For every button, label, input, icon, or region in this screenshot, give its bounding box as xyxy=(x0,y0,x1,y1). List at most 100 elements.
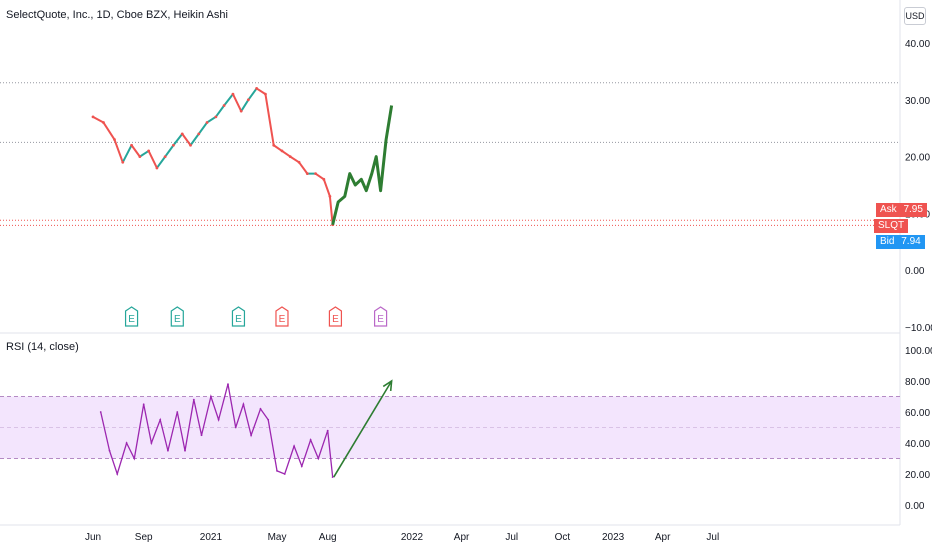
rsi-tick-label: 0.00 xyxy=(905,501,925,512)
rsi-point xyxy=(150,442,153,444)
rsi-point xyxy=(300,465,303,468)
symbol-label: SLQT xyxy=(878,220,905,231)
rsi-point xyxy=(259,408,262,410)
price-segment xyxy=(130,144,141,158)
rsi-point xyxy=(133,457,136,460)
price-point xyxy=(297,160,301,164)
rsi-point xyxy=(283,473,286,475)
rsi-point xyxy=(210,395,212,398)
currency-button[interactable]: USD xyxy=(904,7,926,25)
price-point xyxy=(255,87,259,90)
rsi-tick-label: 60.00 xyxy=(905,408,930,419)
price-segment xyxy=(189,132,200,147)
rsi-point xyxy=(234,426,237,429)
rsi-point xyxy=(167,449,169,452)
time-tick-label: 2023 xyxy=(602,532,625,543)
price-segment xyxy=(223,93,234,107)
earnings-marker xyxy=(328,306,343,327)
price-point xyxy=(239,109,243,113)
rsi-point xyxy=(250,434,253,437)
price-point xyxy=(222,104,226,107)
rsi-point xyxy=(192,398,195,401)
earnings-marker xyxy=(373,306,388,327)
price-point xyxy=(272,143,276,147)
price-point xyxy=(130,143,133,147)
price-segment xyxy=(231,93,243,113)
rsi-point xyxy=(99,411,102,413)
price-point xyxy=(205,121,209,124)
rsi-tick-label: 20.00 xyxy=(905,470,930,481)
rsi-point xyxy=(108,449,111,452)
ask-label: Ask xyxy=(880,204,897,215)
rsi-tick-label: 40.00 xyxy=(905,439,930,450)
rsi-point xyxy=(176,411,179,413)
price-tick-label: 30.00 xyxy=(905,96,930,107)
price-segment xyxy=(206,115,217,124)
rsi-point xyxy=(317,457,320,460)
rsi-point xyxy=(242,403,245,406)
price-segment xyxy=(164,144,175,158)
price-point xyxy=(214,115,218,119)
price-point xyxy=(189,143,192,147)
earnings-marker xyxy=(124,306,139,327)
price-segment xyxy=(121,144,133,164)
rsi-tick-label: 100.00 xyxy=(905,346,932,357)
price-segment xyxy=(298,161,309,175)
earnings-label: E xyxy=(128,314,135,325)
rsi-forecast-arrow xyxy=(333,380,393,478)
price-segment xyxy=(322,178,331,198)
earnings-label: E xyxy=(174,314,181,325)
price-segment xyxy=(247,87,258,101)
forecast-path xyxy=(331,105,394,226)
rsi-point xyxy=(227,383,229,385)
time-tick-label: Apr xyxy=(655,532,671,543)
price-segment xyxy=(264,93,275,147)
price-tick-label: 20.00 xyxy=(905,153,930,164)
price-point xyxy=(197,132,201,136)
price-segment xyxy=(289,155,301,164)
earnings-marker xyxy=(231,306,246,327)
time-tick-label: 2022 xyxy=(401,532,424,543)
time-tick-label: Jul xyxy=(706,532,719,543)
rsi-tick-label: 80.00 xyxy=(905,377,930,388)
rsi-title: RSI (14, close) xyxy=(6,341,79,353)
price-point xyxy=(305,172,309,176)
earnings-marker xyxy=(275,306,289,327)
price-point xyxy=(155,166,159,170)
earnings-label: E xyxy=(377,314,384,325)
price-segment xyxy=(138,149,150,158)
price-point xyxy=(121,160,125,164)
price-segment xyxy=(92,115,105,124)
rsi-point xyxy=(276,470,278,472)
price-point xyxy=(147,149,151,153)
rsi-point xyxy=(184,449,186,452)
price-point xyxy=(102,121,105,124)
time-tick-label: Oct xyxy=(555,532,571,543)
rsi-point xyxy=(159,418,162,421)
price-point xyxy=(172,143,175,147)
price-segment xyxy=(181,132,192,147)
time-tick-label: Jun xyxy=(85,532,101,543)
price-segment xyxy=(328,195,334,226)
time-tick-label: Sep xyxy=(135,532,153,543)
bid-value: 7.94 xyxy=(901,236,921,247)
price-point xyxy=(163,155,167,159)
price-segment xyxy=(197,121,209,135)
price-segment xyxy=(172,132,184,147)
rsi-point xyxy=(293,445,295,447)
rsi-point xyxy=(200,434,203,437)
price-point xyxy=(113,138,116,141)
price-tick-label: 40.00 xyxy=(905,39,930,50)
price-point xyxy=(246,98,250,102)
symbol-tag: SLQT xyxy=(874,219,909,233)
time-tick-label: May xyxy=(268,532,287,543)
earnings-label: E xyxy=(235,314,242,325)
price-segment xyxy=(155,155,167,169)
price-tick-label: 0.00 xyxy=(905,266,925,277)
price-segment xyxy=(272,144,283,152)
price-segment xyxy=(102,121,116,141)
price-point xyxy=(314,172,317,176)
rsi-point xyxy=(309,439,312,441)
rsi-point xyxy=(326,429,329,432)
